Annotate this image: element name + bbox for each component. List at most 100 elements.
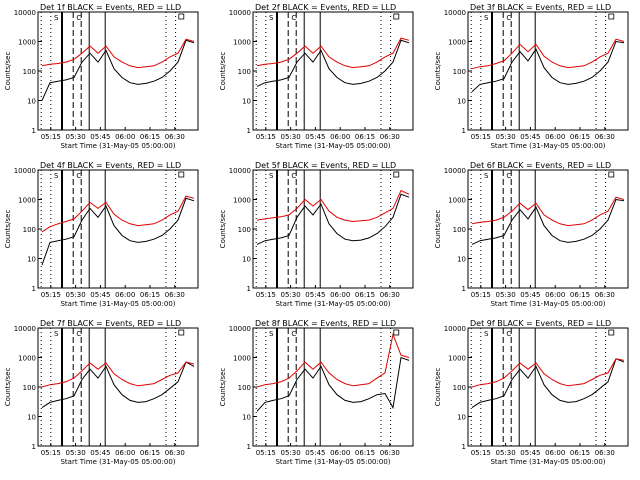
events-series-line [41,361,195,409]
y-tick-label: 100 [23,226,36,234]
x-tick-label: 05:30 [281,449,301,457]
x-axis-label: Start Time (31-May-05 05:00:00) [490,142,605,150]
chart-panel-5: Det 5f BLACK = Events, RED = LLD S C 1 10 100… [219,161,414,308]
chart-title: Det 6f BLACK = Events, RED = LLD [470,161,611,170]
x-axis-label: Start Time (31-May-05 05:00:00) [60,458,175,466]
y-tick-label: 10 [27,98,36,106]
marker-label-c: C [506,330,511,338]
chart-panel-6: Det 6f BLACK = Events, RED = LLD S C 1 10 100… [434,161,629,308]
y-axis-label: Counts/sec [434,368,442,407]
chart-title: Det 8f BLACK = Events, RED = LLD [255,319,396,328]
chart-panel-4: Det 4f BLACK = Events, RED = LLD S C 1 10 100… [4,161,199,308]
chart-title: Det 5f BLACK = Events, RED = LLD [255,161,396,170]
chart-title: Det 1f BLACK = Events, RED = LLD [40,3,181,12]
x-tick-label: 05:30 [66,449,86,457]
chart-panel-2: Det 2f BLACK = Events, RED = LLD S C 1 10 100… [219,3,414,150]
y-tick-label: 1 [32,443,36,451]
x-tick-label: 05:45 [90,133,110,141]
x-tick-label: 06:00 [330,133,350,141]
y-tick-label: 100 [238,68,251,76]
y-tick-label: 1 [32,285,36,293]
events-series-line [471,40,625,92]
y-tick-label: 100 [23,68,36,76]
marker-label-c: C [76,14,81,22]
lld-series-line [41,361,195,388]
x-axis-label: Start Time (31-May-05 05:00:00) [60,142,175,150]
marker-label-c: C [291,14,296,22]
x-tick-label: 06:00 [330,449,350,457]
y-axis-label: Counts/sec [4,368,12,407]
chart-panel-1: Det 1f BLACK = Events, RED = LLD S C 1 10 100… [4,3,199,150]
marker-label-s: S [54,172,59,180]
marker-label-s: S [269,330,274,338]
x-tick-label: 06:00 [545,291,565,299]
x-tick-label: 05:30 [281,291,301,299]
chart-title: Det 7f BLACK = Events, RED = LLD [40,319,181,328]
chart-panel-9: Det 9f BLACK = Events, RED = LLD S C 1 10 100… [434,319,629,466]
y-tick-label: 1000 [18,197,36,205]
y-tick-label: 10 [457,414,466,422]
marker-label-c: C [76,172,81,180]
lld-series-line [471,38,625,70]
events-series-line [471,358,625,409]
chart-title: Det 3f BLACK = Events, RED = LLD [470,3,611,12]
x-tick-label: 05:45 [520,449,540,457]
y-axis-label: Counts/sec [4,210,12,249]
y-tick-label: 1000 [233,39,251,47]
y-axis-label: Counts/sec [219,210,227,249]
marker-label-c: C [291,330,296,338]
chart-title: Det 9f BLACK = Events, RED = LLD [470,319,611,328]
x-tick-label: 05:45 [305,449,325,457]
x-tick-label: 05:30 [66,291,86,299]
events-series-line [256,193,410,245]
y-tick-label: 1 [462,127,466,135]
marker-label-c: C [291,172,296,180]
x-axis-label: Start Time (31-May-05 05:00:00) [490,458,605,466]
square-marker [608,171,615,178]
x-tick-label: 06:30 [380,133,400,141]
marker-label-c: C [506,172,511,180]
y-tick-label: 100 [453,68,466,76]
x-tick-label: 06:30 [380,291,400,299]
x-tick-label: 05:15 [471,291,491,299]
y-tick-label: 10 [457,256,466,264]
y-tick-label: 10000 [229,9,251,17]
x-tick-label: 06:00 [545,133,565,141]
y-tick-label: 100 [453,226,466,234]
x-tick-label: 06:30 [595,291,615,299]
y-tick-label: 10000 [444,325,466,333]
square-marker [393,171,400,178]
marker-label-s: S [269,14,274,22]
x-tick-label: 06:00 [115,291,135,299]
chart-title: Det 4f BLACK = Events, RED = LLD [40,161,181,170]
x-axis-label: Start Time (31-May-05 05:00:00) [490,300,605,308]
x-tick-label: 05:15 [471,133,491,141]
events-series-line [41,39,195,101]
x-tick-label: 06:30 [165,291,185,299]
y-tick-label: 100 [23,384,36,392]
y-tick-label: 10 [242,414,251,422]
y-axis-label: Counts/sec [219,52,227,91]
x-axis-label: Start Time (31-May-05 05:00:00) [275,300,390,308]
x-tick-label: 05:15 [256,133,276,141]
y-tick-label: 10 [242,98,251,106]
y-tick-label: 100 [238,384,251,392]
x-tick-label: 05:15 [256,449,276,457]
y-tick-label: 10 [457,98,466,106]
x-tick-label: 06:15 [570,133,590,141]
square-marker [393,329,400,336]
lld-series-line [256,332,410,388]
x-tick-label: 06:15 [140,291,160,299]
y-axis-label: Counts/sec [434,210,442,249]
y-tick-label: 10000 [229,325,251,333]
x-axis-label: Start Time (31-May-05 05:00:00) [60,300,175,308]
x-tick-label: 05:45 [90,291,110,299]
x-tick-label: 06:30 [595,449,615,457]
y-tick-label: 1000 [18,355,36,363]
marker-label-s: S [484,14,489,22]
lld-series-line [471,358,625,388]
x-tick-label: 05:15 [41,133,61,141]
events-series-line [256,356,410,412]
marker-label-s: S [54,330,59,338]
x-tick-label: 05:15 [256,291,276,299]
